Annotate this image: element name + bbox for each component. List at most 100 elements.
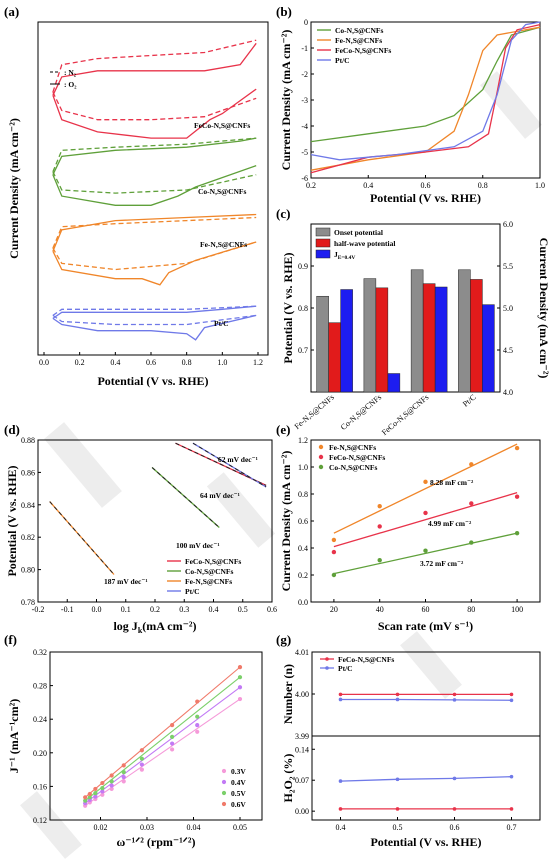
kl-legend-label: 0.3V (231, 767, 246, 776)
bar-category-label: Fe-N,S@CNFs (293, 393, 336, 431)
cdl-y-tick-label: 1.2 (298, 436, 308, 445)
kl-legend-swatch (221, 801, 227, 807)
cv-curve-n2 (52, 241, 257, 271)
cv-x-tick-label: 1.2 (253, 358, 263, 367)
cdl-y-tick-label: 0.4 (298, 544, 308, 553)
tafel-x-axis-unit: (mA cm⁻²) (142, 619, 196, 633)
cv-legend-o2-label: : O₂ (64, 80, 77, 89)
cv-curve-n2 (52, 39, 257, 93)
bar-legend-label: half-wave potential (334, 239, 395, 248)
cv-x-tick-label: 0.8 (182, 358, 192, 367)
bar-legend-label: Onset potential (334, 228, 383, 237)
kl-point (109, 773, 114, 778)
kl-point (93, 791, 98, 796)
bar-legend-sub: E=0.4V (338, 255, 356, 261)
cv-curve-o2 (52, 42, 257, 96)
cv-curve-n2 (52, 216, 257, 249)
bar-legend-swatch (315, 227, 331, 237)
cv-x-tick-label: 1.0 (217, 358, 227, 367)
lsv-series-line (310, 26, 541, 143)
kl-y-tick-label: 0.16 (33, 782, 47, 791)
kl-point (109, 783, 114, 788)
cdl-point (514, 494, 520, 499)
tafel-y-axis-label: Potential (V vs. RHE) (5, 465, 19, 576)
cv-curve-o2 (52, 137, 257, 175)
cdl-point (469, 501, 474, 506)
h2o2-line (340, 776, 512, 782)
lsv-y-tick-label: 0 (304, 18, 308, 27)
tafel-legend-label: Co-N,S@CNFs (185, 567, 234, 576)
bar (434, 286, 448, 393)
cdl-point (423, 479, 428, 485)
kl-point (121, 775, 126, 780)
tafel-x-tick-label: 0.5 (238, 605, 248, 614)
kl-point (100, 785, 105, 791)
lsv-legend-label: Co-N,S@CNFs (335, 26, 384, 35)
lsv-y-tick-label: -2 (301, 70, 308, 79)
kl-point (139, 748, 144, 753)
tafel-data-line (151, 467, 220, 528)
cv-plot-frame (37, 21, 269, 356)
cdl-legend-label: Fe-N,S@CNFs (329, 443, 376, 452)
cv-curve-label: Co-N,S@CNFs (198, 187, 247, 196)
kl-point (83, 798, 88, 803)
bar-legend-label: JE=0.4V (334, 250, 355, 261)
bar-y-tick-label: 0.8 (298, 304, 308, 313)
tafel-y-tick-label: 0.84 (21, 501, 35, 510)
tafel-x-axis-sub: k (138, 626, 143, 635)
tafel-slope-label: 64 mV dec⁻¹ (200, 491, 240, 500)
g-top-y-tick-label: 3.99 (295, 732, 309, 741)
h2o2-point (452, 807, 457, 811)
g-bottom-y-tick-label: 0.00 (295, 807, 309, 816)
cv-x-tick-label: 0.0 (39, 358, 49, 367)
g-legend-marker (325, 666, 329, 670)
tafel-x-tick-label: 0.0 (92, 605, 102, 614)
cdl-x-tick-label: 80 (467, 605, 475, 614)
h2o2-point (452, 776, 457, 781)
h2o2-point (338, 807, 343, 811)
cv-curve-label: Pt/C (214, 319, 229, 328)
kl-legend-label: 0.4V (231, 778, 246, 787)
kl-point (93, 794, 98, 799)
kl-fit-line (84, 686, 241, 804)
lsv-y-tick-label: -3 (301, 96, 308, 105)
electron-number-point (509, 692, 514, 697)
bar (340, 289, 353, 393)
kl-point (100, 789, 105, 794)
cdl-y-tick-label: 1.0 (298, 463, 308, 472)
kl-x-tick-label: 0.05 (233, 823, 247, 832)
cdl-x-tick-label: 60 (422, 605, 430, 614)
cdl-y-tick-label: 0.2 (298, 571, 308, 580)
cdl-point (514, 530, 520, 536)
g-x-tick-label: 0.6 (450, 823, 460, 832)
electron-number-point (338, 692, 343, 697)
kl-legend-swatch (221, 790, 227, 796)
lsv-legend-label: FeCo-N,S@CNFs (335, 46, 391, 55)
bar (482, 304, 495, 393)
cv-y-axis-label: Current Density (mA cm⁻²) (7, 118, 21, 259)
kl-legend-swatch (221, 779, 227, 785)
bar-y-tick-label: 0.7 (298, 346, 308, 355)
cdl-point (514, 445, 520, 451)
kl-y-tick-label: 0.32 (33, 648, 47, 657)
bar (422, 283, 436, 393)
electron-number-point (395, 697, 400, 702)
cdl-x-tick-label: 20 (330, 605, 338, 614)
g-legend-label: FeCo-N,S@CNFs (338, 655, 394, 664)
bar-category-label: Pt/C (461, 393, 478, 409)
kl-point (195, 714, 200, 719)
tafel-y-tick-label: 0.82 (21, 533, 35, 542)
cdl-fit-line (333, 492, 518, 548)
bar-y2-axis-label: Current Density (mA cm⁻²) (537, 238, 551, 379)
kl-point (87, 795, 92, 800)
cv-legend-n2-label: : N₂ (64, 68, 77, 77)
g-top-y-tick-label: 4.01 (295, 648, 309, 657)
lsv-y-tick-label: -4 (301, 122, 308, 131)
kl-y-tick-label: 0.24 (33, 715, 47, 724)
cv-curve-n2 (52, 305, 257, 316)
cdl-point (331, 572, 337, 578)
kl-point (195, 699, 200, 704)
tafel-slope-label: 62 mV dec⁻¹ (218, 455, 258, 464)
kl-point (170, 734, 175, 739)
